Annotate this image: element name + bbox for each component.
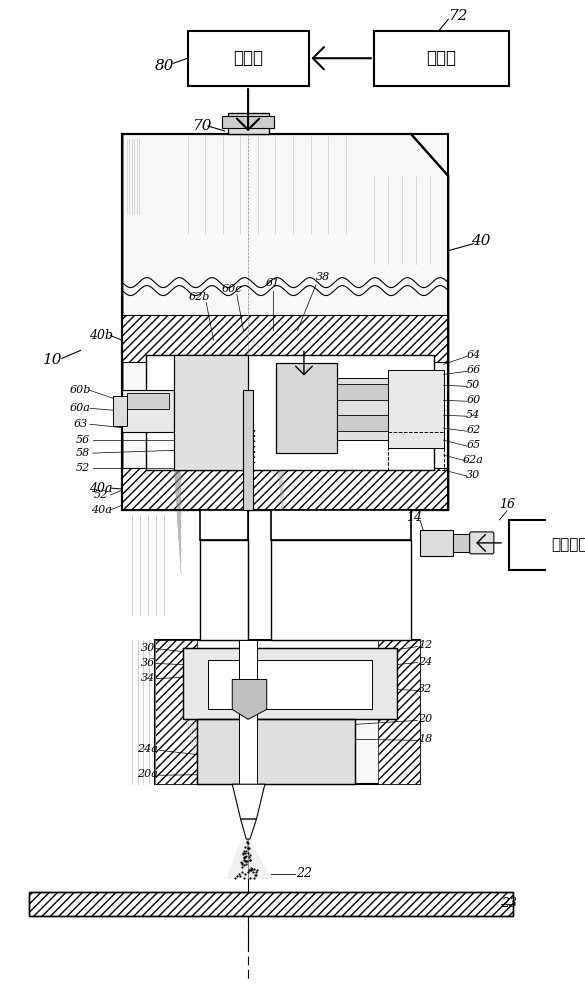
Bar [239, 640, 257, 799]
Bar [388, 370, 443, 448]
Text: 30: 30 [466, 470, 480, 480]
Text: 22: 22 [296, 867, 312, 880]
Text: 12: 12 [418, 640, 432, 650]
Bar [388, 432, 443, 470]
Bar [29, 892, 514, 916]
Bar [199, 540, 248, 640]
Bar [271, 540, 411, 640]
Polygon shape [226, 839, 271, 879]
Text: 80: 80 [154, 59, 174, 73]
Text: 粘合剂源: 粘合剂源 [551, 537, 585, 552]
Text: 10: 10 [43, 353, 63, 367]
Bar [336, 378, 388, 440]
Bar [276, 363, 336, 453]
Bar [420, 530, 453, 556]
Bar [122, 315, 448, 362]
Bar [122, 134, 448, 510]
Text: 40b: 40b [89, 329, 113, 342]
Bar [378, 640, 420, 784]
Bar [122, 468, 448, 510]
Text: 62b: 62b [189, 292, 211, 302]
Bar [243, 390, 253, 510]
Text: 56: 56 [76, 435, 91, 445]
Bar [122, 390, 174, 432]
Polygon shape [232, 784, 265, 819]
Bar [29, 892, 514, 916]
Bar [271, 510, 411, 540]
Text: 63: 63 [73, 419, 88, 429]
Text: 40a: 40a [91, 505, 111, 515]
Text: 23: 23 [501, 897, 517, 910]
Text: 30: 30 [140, 643, 154, 653]
Text: 空气源: 空气源 [426, 49, 456, 67]
Bar [174, 355, 248, 470]
Bar [208, 660, 372, 709]
Text: 65: 65 [466, 440, 480, 450]
Text: 54: 54 [466, 410, 480, 420]
Text: 36: 36 [140, 658, 154, 668]
Text: 60c: 60c [222, 284, 243, 294]
Text: 40: 40 [471, 234, 491, 248]
Text: 20a: 20a [137, 769, 158, 779]
Text: 24: 24 [418, 657, 432, 667]
Text: 16: 16 [499, 498, 515, 511]
Bar [374, 31, 509, 86]
Bar [146, 355, 434, 470]
Text: 62a: 62a [463, 455, 484, 465]
Text: 34: 34 [140, 673, 154, 683]
Bar [509, 520, 585, 570]
Bar [150, 362, 429, 468]
Bar [183, 648, 397, 719]
Bar [197, 719, 355, 784]
Bar [276, 363, 336, 453]
Text: 70: 70 [192, 119, 211, 133]
Bar [188, 31, 309, 86]
Text: 24a: 24a [137, 744, 158, 754]
Text: 40a: 40a [90, 482, 113, 495]
Bar [155, 640, 420, 784]
Text: 38: 38 [315, 272, 330, 282]
Bar [155, 640, 197, 784]
Text: 72: 72 [448, 9, 467, 23]
Text: 18: 18 [418, 734, 432, 744]
Bar [127, 393, 169, 409]
Text: 64: 64 [466, 350, 480, 360]
FancyBboxPatch shape [470, 532, 494, 554]
Text: 60a: 60a [70, 403, 91, 413]
Bar [336, 415, 388, 431]
Text: 60: 60 [466, 395, 480, 405]
Text: 62: 62 [466, 425, 480, 435]
Text: 52: 52 [94, 490, 108, 500]
Text: 61: 61 [266, 278, 280, 288]
Text: 14: 14 [406, 511, 422, 524]
Bar [336, 384, 388, 400]
Bar [113, 396, 127, 426]
Text: 20: 20 [418, 714, 432, 724]
Bar [197, 719, 355, 784]
Text: 58: 58 [76, 448, 91, 458]
Bar [222, 116, 274, 128]
Bar [199, 510, 248, 540]
Bar [183, 648, 397, 719]
Polygon shape [240, 819, 256, 839]
Text: 66: 66 [466, 365, 480, 375]
Polygon shape [232, 680, 267, 719]
Text: 52: 52 [76, 463, 91, 473]
Polygon shape [122, 134, 448, 510]
Text: 50: 50 [466, 380, 480, 390]
Bar [228, 113, 269, 134]
Bar [453, 534, 472, 552]
Text: 60b: 60b [70, 385, 91, 395]
Text: 32: 32 [418, 684, 432, 694]
Text: 电磁阀: 电磁阀 [233, 49, 263, 67]
Bar [174, 355, 248, 470]
